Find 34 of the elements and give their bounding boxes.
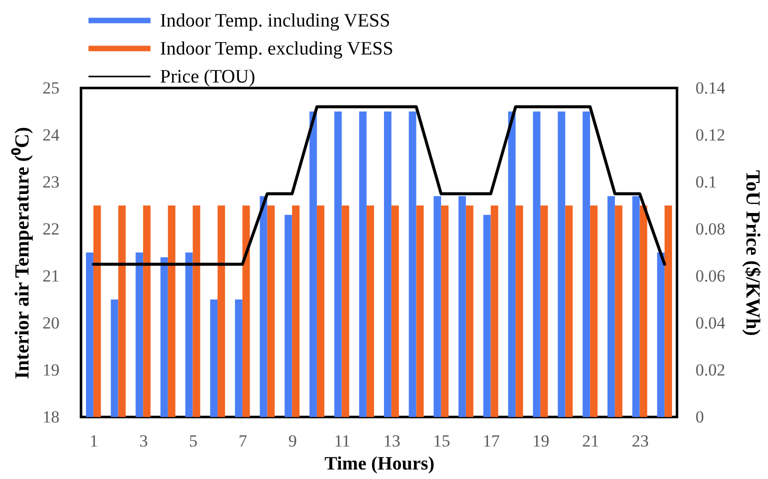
y-tick-label: 25	[42, 78, 60, 98]
x-tick-label: 13	[383, 432, 400, 450]
y2-tick-label: 0.02	[696, 360, 726, 380]
x-tick-label: 23	[632, 432, 649, 450]
x-tick-label: 11	[334, 432, 350, 450]
y2-tick-label: 0.12	[696, 126, 726, 144]
x-tick-label: 3	[139, 432, 148, 450]
x-tick-label: 19	[532, 432, 550, 450]
x-tick-label: 21	[582, 432, 600, 450]
y-tick-label: 20	[42, 314, 60, 332]
y-tick-label: 24	[42, 126, 60, 144]
y-tick-label: 22	[42, 220, 60, 238]
legend-label: Indoor Temp. including VESS	[160, 10, 390, 32]
y-axis-title: Interior air Temperature (⁰C)	[10, 127, 34, 379]
y2-tick-label: 0.14	[696, 78, 726, 98]
y2-tick-label: 0.1	[696, 172, 717, 192]
y-tick-label: 19	[42, 360, 60, 380]
legend-label: Price (TOU)	[160, 66, 256, 88]
x-tick-label: 5	[189, 432, 198, 450]
y2-axis-title: ToU Price ($/KWh)	[741, 170, 764, 336]
legend-label: Indoor Temp. excluding VESS	[160, 38, 394, 60]
y2-tick-label: 0.04	[696, 314, 726, 332]
x-tick-label: 1	[90, 432, 98, 450]
x-tick-label: 7	[238, 432, 248, 450]
y-tick-label: 18	[42, 408, 60, 426]
x-tick-label: 9	[288, 432, 297, 450]
x-tick-label: 15	[433, 432, 450, 450]
y-tick-label: 21	[42, 266, 60, 286]
x-tick-label: 17	[482, 432, 500, 450]
y2-tick-label: 0	[696, 408, 704, 426]
y-tick-label: 23	[42, 172, 60, 192]
y2-tick-label: 0.08	[696, 220, 726, 238]
x-axis-title: Time (Hours)	[324, 454, 434, 474]
y2-tick-label: 0.06	[696, 266, 726, 286]
